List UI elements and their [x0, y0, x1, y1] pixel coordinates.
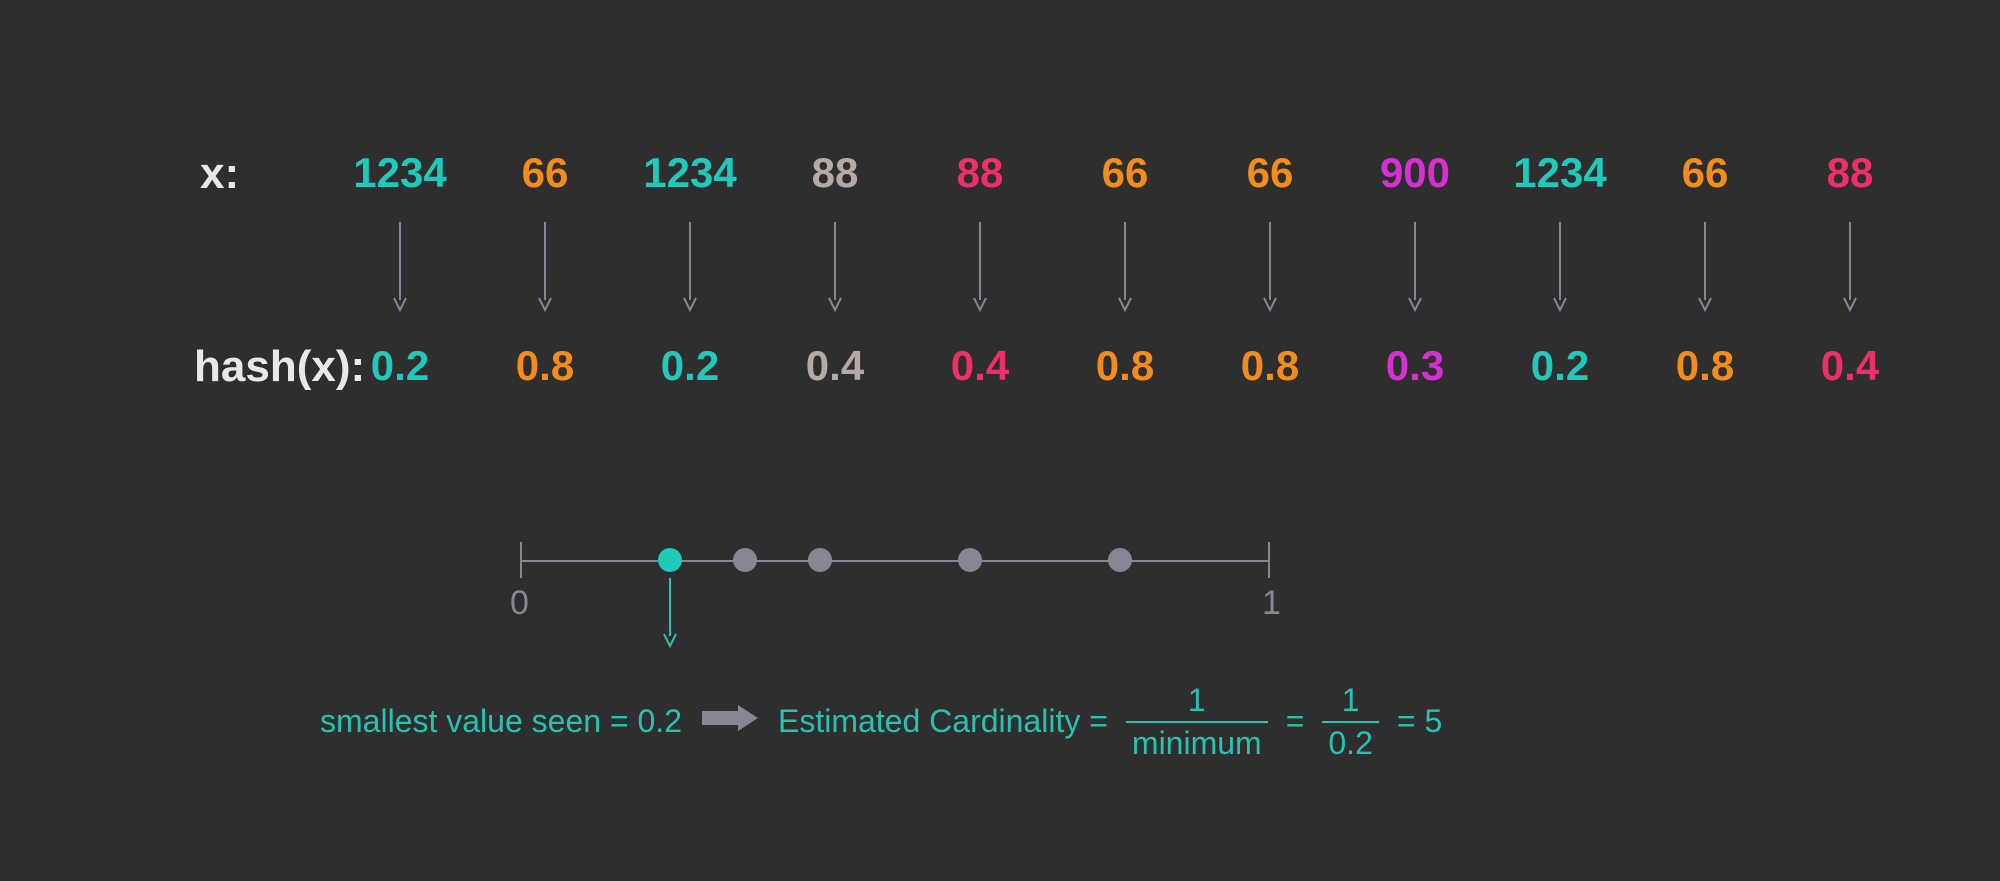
- numline-label-1: 1: [1262, 584, 1281, 623]
- numline-label-0: 0: [510, 584, 529, 623]
- label-x: x:: [200, 149, 239, 199]
- smallest-value-text: smallest value seen = 0.2: [320, 703, 682, 740]
- numline-min-dot: [658, 548, 682, 572]
- numline-dot: [733, 548, 757, 572]
- formula-row: smallest value seen = 0.2 Estimated Card…: [320, 680, 1442, 764]
- arrow-right-icon: [700, 703, 760, 741]
- arrow-down-icon: [1405, 222, 1425, 312]
- arrow-down-icon: [1550, 222, 1570, 312]
- hash-value: 0.2: [630, 342, 750, 390]
- fraction-1: 1 minimum: [1126, 680, 1268, 764]
- arrow-down-icon: [970, 222, 990, 312]
- arrow-down-icon: [1840, 222, 1860, 312]
- fraction-numerator: 1: [1336, 680, 1366, 721]
- min-arrow-down-icon: [660, 578, 680, 648]
- number-line: 01: [520, 560, 1270, 680]
- x-value: 66: [1645, 149, 1765, 197]
- x-value: 1234: [630, 149, 750, 197]
- x-value: 88: [1790, 149, 1910, 197]
- hash-value: 0.4: [775, 342, 895, 390]
- x-value: 66: [1210, 149, 1330, 197]
- hash-value: 0.8: [1210, 342, 1330, 390]
- fraction-denominator: minimum: [1126, 723, 1268, 764]
- equals-result: = 5: [1397, 703, 1442, 740]
- arrow-down-icon: [680, 222, 700, 312]
- hash-value: 0.2: [1500, 342, 1620, 390]
- x-value: 88: [920, 149, 1040, 197]
- hash-value: 0.8: [485, 342, 605, 390]
- estimated-cardinality-text: Estimated Cardinality =: [778, 703, 1108, 740]
- equals-1: =: [1286, 703, 1305, 740]
- arrow-down-icon: [390, 222, 410, 312]
- fraction-numerator: 1: [1182, 680, 1212, 721]
- arrow-down-icon: [1695, 222, 1715, 312]
- x-value: 900: [1355, 149, 1475, 197]
- numline-tick: [1268, 542, 1270, 578]
- numline-axis: [520, 560, 1270, 562]
- numline-tick: [520, 542, 522, 578]
- numline-dot: [1108, 548, 1132, 572]
- hash-value: 0.2: [340, 342, 460, 390]
- hash-value: 0.8: [1065, 342, 1185, 390]
- x-value: 1234: [1500, 149, 1620, 197]
- x-value: 66: [485, 149, 605, 197]
- hash-value: 0.4: [920, 342, 1040, 390]
- numline-dot: [958, 548, 982, 572]
- hash-value: 0.3: [1355, 342, 1475, 390]
- hash-value: 0.4: [1790, 342, 1910, 390]
- hash-value: 0.8: [1645, 342, 1765, 390]
- arrow-down-icon: [535, 222, 555, 312]
- numline-dot: [808, 548, 832, 572]
- x-value: 88: [775, 149, 895, 197]
- x-value: 1234: [340, 149, 460, 197]
- fraction-2: 1 0.2: [1322, 680, 1378, 764]
- arrow-down-icon: [825, 222, 845, 312]
- x-value: 66: [1065, 149, 1185, 197]
- arrow-down-icon: [1115, 222, 1135, 312]
- arrow-down-icon: [1260, 222, 1280, 312]
- fraction-denominator: 0.2: [1322, 723, 1378, 764]
